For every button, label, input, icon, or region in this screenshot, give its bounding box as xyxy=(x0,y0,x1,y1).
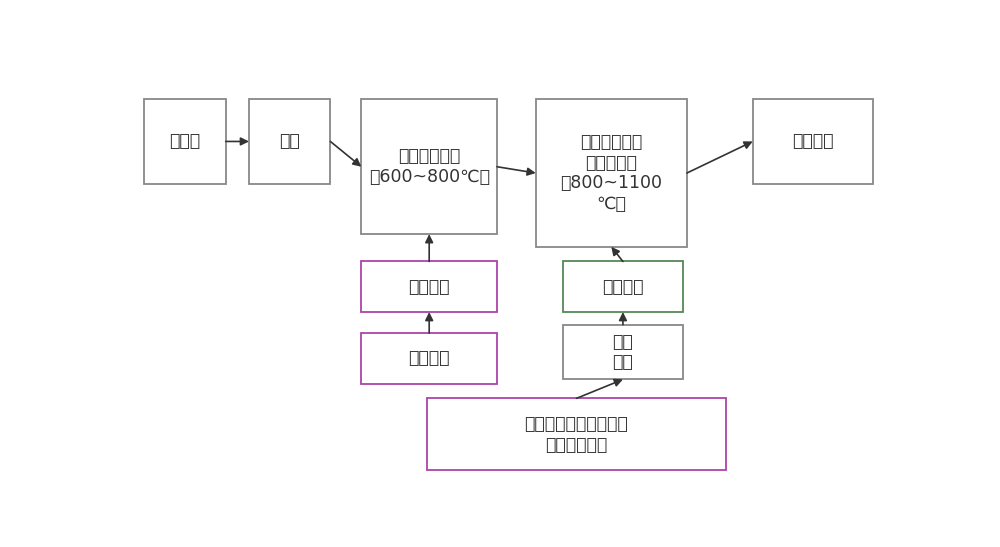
Bar xyxy=(563,261,683,312)
Text: 陶瓷板: 陶瓷板 xyxy=(170,132,201,150)
Text: 高温表面活化
（600~800℃）: 高温表面活化 （600~800℃） xyxy=(369,147,490,186)
Bar xyxy=(361,261,497,312)
Bar xyxy=(361,100,497,234)
Text: 盐酸
硝酸: 盐酸 硝酸 xyxy=(613,333,633,371)
Bar xyxy=(361,333,497,383)
Text: 二氧化铝: 二氧化铝 xyxy=(408,350,450,368)
Bar xyxy=(144,100,226,184)
Bar xyxy=(249,100,330,184)
Text: 散热膜材料：锰、铁、
铜、钴化合物: 散热膜材料：锰、铁、 铜、钴化合物 xyxy=(525,415,628,453)
Text: 三层基板: 三层基板 xyxy=(792,132,834,150)
Bar xyxy=(563,325,683,380)
Text: 双层基板再加
热表面活化
（800~1100
℃）: 双层基板再加 热表面活化 （800~1100 ℃） xyxy=(560,133,662,213)
Bar xyxy=(536,100,687,247)
Text: 喷涂结合: 喷涂结合 xyxy=(602,278,644,296)
Bar xyxy=(753,100,873,184)
Bar xyxy=(427,398,726,470)
Text: 喷涂结合: 喷涂结合 xyxy=(408,278,450,296)
Text: 清洗: 清洗 xyxy=(279,132,300,150)
